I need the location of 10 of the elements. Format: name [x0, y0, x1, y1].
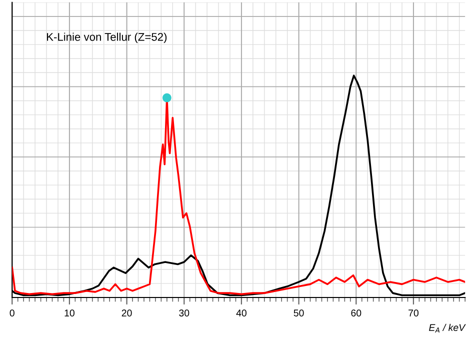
x-tick-label: 20	[122, 310, 132, 316]
x-tick-label: 30	[179, 310, 190, 316]
x-tick-label: 60	[351, 310, 362, 316]
x-tick-label: 10	[64, 310, 74, 316]
text: K-Linie von Tellur (Z=52)	[47, 32, 167, 44]
x-tick-label: 0	[10, 310, 14, 316]
x-tick-label: 50	[294, 310, 304, 316]
x-axis-title: E$_{A}$ / keV	[429, 324, 466, 333]
x-tick-label: 40	[236, 310, 246, 316]
x-tick-label: 70	[408, 310, 418, 316]
